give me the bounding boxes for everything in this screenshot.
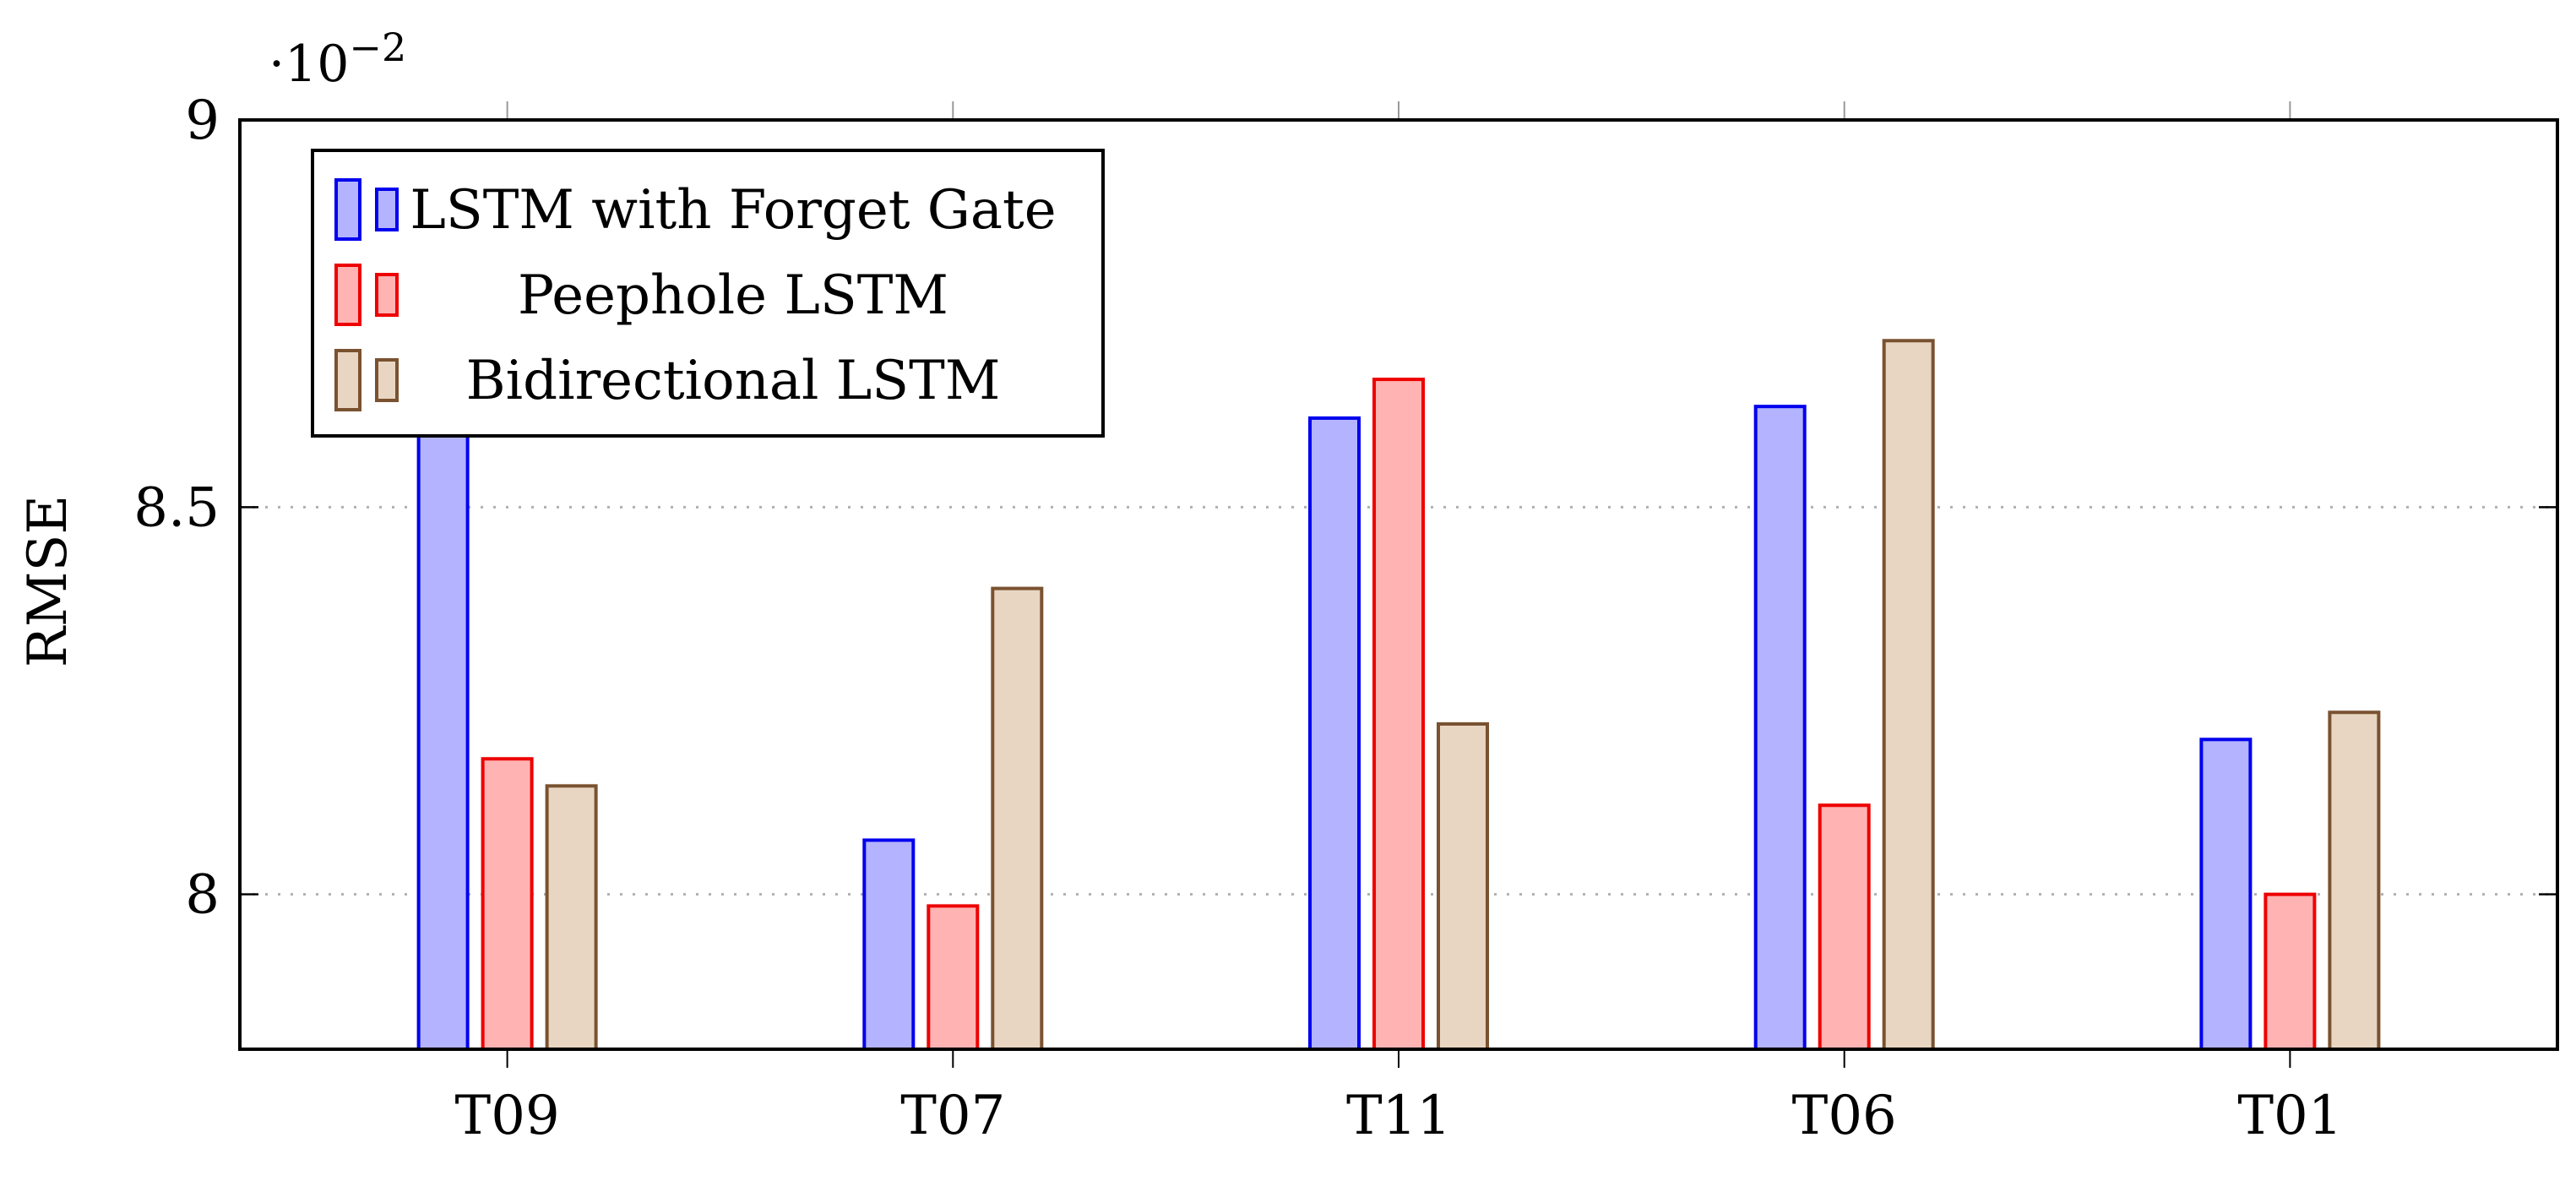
legend: LSTM with Forget Gate Peephole LSTM Bidire… bbox=[311, 149, 1105, 438]
legend-box bbox=[311, 149, 1105, 438]
legend-swatch-bar bbox=[375, 188, 399, 231]
bar-t01-series-3 bbox=[2328, 710, 2381, 1051]
legend-label-series-1: LSTM with Forget Gate bbox=[410, 179, 1056, 242]
y-axis-label: RMSE bbox=[17, 495, 79, 667]
x-tick-labels: T09 T07 T11 T06 T01 bbox=[455, 1085, 2343, 1147]
bar-t06-series-2 bbox=[1818, 803, 1871, 1051]
plot-frame bbox=[238, 118, 2559, 1051]
x-tick-label-t11: T11 bbox=[1346, 1085, 1451, 1147]
y-tick-labels: 88.59 bbox=[133, 90, 220, 927]
x-tick-label-t06: T06 bbox=[1792, 1085, 1897, 1147]
x-tick-label-t07: T07 bbox=[900, 1085, 1005, 1147]
bar-t07-series-2 bbox=[927, 904, 980, 1051]
legend-swatch-bar bbox=[375, 273, 399, 317]
bar-t09-series-2 bbox=[481, 757, 534, 1051]
axis-scale-exponent: −2 bbox=[349, 24, 406, 70]
legend-swatch-bar bbox=[375, 358, 399, 402]
bar-t07-series-1 bbox=[862, 838, 916, 1051]
legend-label-series-2: Peephole LSTM bbox=[518, 264, 948, 327]
bar-t06-series-1 bbox=[1753, 405, 1807, 1051]
bar-t11-series-2 bbox=[1372, 378, 1425, 1052]
x-tick-label-t01: T01 bbox=[2237, 1085, 2342, 1147]
bar-t11-series-1 bbox=[1308, 416, 1361, 1051]
y-tick-label: 9 bbox=[185, 90, 220, 152]
axis-scale-label: ·10−2 bbox=[269, 24, 406, 94]
legend-swatch-bar bbox=[334, 349, 361, 411]
bars bbox=[416, 339, 2381, 1052]
legend-label-series-3: Bidirectional LSTM bbox=[466, 350, 1001, 412]
bar-t01-series-2 bbox=[2264, 892, 2317, 1051]
bar-t09-series-3 bbox=[545, 784, 598, 1051]
x-tick-label-t09: T09 bbox=[455, 1085, 560, 1147]
bar-t11-series-3 bbox=[1437, 722, 1489, 1051]
bar-t06-series-3 bbox=[1882, 339, 1935, 1051]
bar-t01-series-1 bbox=[2199, 737, 2253, 1051]
bar-t09-series-1 bbox=[416, 427, 470, 1051]
axis-scale-prefix: ·10 bbox=[269, 35, 349, 94]
legend-swatch-bar bbox=[334, 264, 361, 326]
y-tick-label: 8 bbox=[185, 864, 220, 927]
bar-t07-series-3 bbox=[991, 586, 1044, 1051]
legend-swatch-bar bbox=[334, 178, 361, 241]
y-tick-label: 8.5 bbox=[133, 476, 220, 539]
